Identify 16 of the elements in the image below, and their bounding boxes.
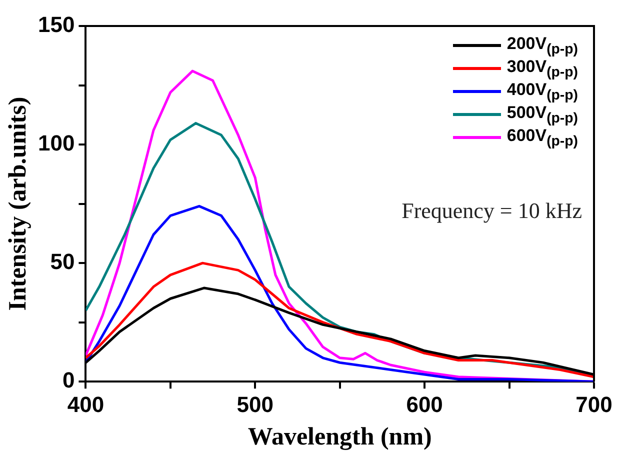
x-tick-label: 700 bbox=[576, 392, 612, 417]
x-tick-label: 500 bbox=[236, 392, 274, 417]
legend-label: 200V$_{(p-p)}$ bbox=[506, 34, 578, 58]
x-axis-title: Wavelength (nm) bbox=[248, 423, 432, 450]
legend-label: 400V$_{(p-p)}$ bbox=[506, 80, 578, 104]
y-tick-label: 0 bbox=[62, 368, 75, 393]
x-tick-label: 400 bbox=[67, 392, 104, 417]
legend-label: 600V$_{(p-p)}$ bbox=[506, 126, 578, 150]
y-tick-label: 50 bbox=[50, 249, 75, 274]
y-tick-label: 150 bbox=[38, 12, 75, 38]
annotation: Frequency = 10 kHz bbox=[402, 198, 582, 223]
legend-label: 300V$_{(p-p)}$ bbox=[506, 56, 578, 80]
y-axis-title: Intensity (arb.units) bbox=[4, 96, 32, 311]
x-tick-label: 600 bbox=[406, 392, 443, 417]
y-tick-label: 100 bbox=[38, 130, 75, 156]
legend-label: 500V$_{(p-p)}$ bbox=[506, 102, 578, 126]
